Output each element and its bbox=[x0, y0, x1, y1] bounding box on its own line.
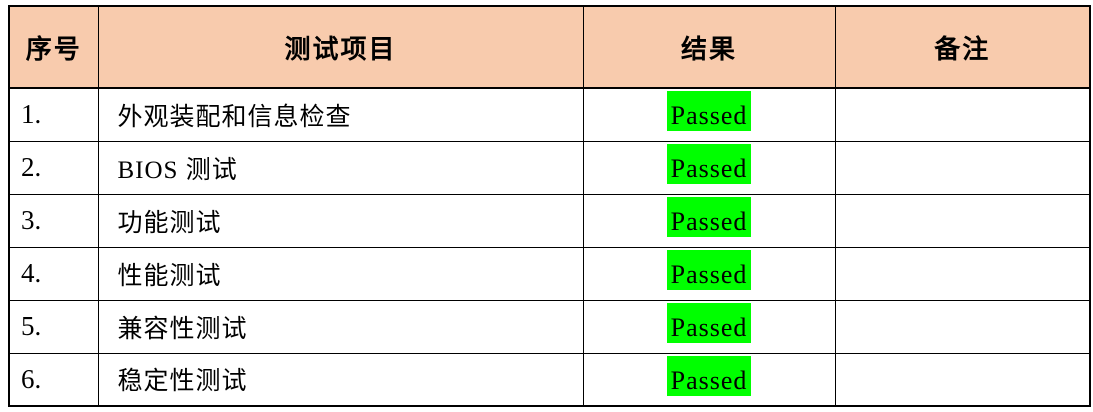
result-cell: Passed bbox=[582, 299, 836, 354]
test-item: 稳定性测试 bbox=[97, 352, 584, 407]
remark-cell bbox=[834, 193, 1091, 248]
pass-badge: Passed bbox=[666, 302, 752, 343]
table-row: 3. 功能测试 Passed bbox=[8, 193, 1091, 248]
pass-badge: Passed bbox=[666, 143, 752, 184]
test-item: 兼容性测试 bbox=[97, 299, 584, 354]
test-item: 性能测试 bbox=[97, 246, 584, 301]
table-row: 6. 稳定性测试 Passed bbox=[8, 352, 1091, 407]
header-cell-remark: 备注 bbox=[834, 5, 1091, 89]
row-number: 1. bbox=[8, 87, 99, 142]
row-number: 6. bbox=[8, 352, 99, 407]
row-number: 3. bbox=[8, 193, 99, 248]
pass-badge: Passed bbox=[666, 91, 752, 131]
test-item: BIOS 测试 bbox=[97, 140, 584, 195]
pass-badge: Passed bbox=[666, 249, 752, 290]
remark-cell bbox=[834, 352, 1091, 407]
header-cell-result: 结果 bbox=[582, 5, 836, 89]
result-cell: Passed bbox=[582, 140, 836, 195]
table-row: 2. BIOS 测试 Passed bbox=[8, 140, 1091, 195]
result-cell: Passed bbox=[582, 246, 836, 301]
remark-cell bbox=[834, 87, 1091, 142]
table-row: 4. 性能测试 Passed bbox=[8, 246, 1091, 301]
remark-cell bbox=[834, 246, 1091, 301]
result-cell: Passed bbox=[582, 352, 836, 407]
header-cell-no: 序号 bbox=[8, 5, 99, 89]
table-row: 1. 外观装配和信息检查 Passed bbox=[8, 87, 1091, 142]
header-cell-item: 测试项目 bbox=[97, 5, 584, 89]
test-item: 外观装配和信息检查 bbox=[97, 87, 584, 142]
remark-cell bbox=[834, 299, 1091, 354]
result-cell: Passed bbox=[582, 193, 836, 248]
row-number: 2. bbox=[8, 140, 99, 195]
header-row: 序号 测试项目 结果 备注 bbox=[8, 5, 1091, 89]
pass-badge: Passed bbox=[666, 196, 752, 237]
table-row: 5. 兼容性测试 Passed bbox=[8, 299, 1091, 354]
result-cell: Passed bbox=[582, 87, 836, 142]
row-number: 5. bbox=[8, 299, 99, 354]
test-item: 功能测试 bbox=[97, 193, 584, 248]
test-report-table: 序号 测试项目 结果 备注 1. 外观装配和信息检查 Passed 2. BIO… bbox=[8, 5, 1091, 407]
row-number: 4. bbox=[8, 246, 99, 301]
pass-badge: Passed bbox=[666, 355, 752, 396]
remark-cell bbox=[834, 140, 1091, 195]
